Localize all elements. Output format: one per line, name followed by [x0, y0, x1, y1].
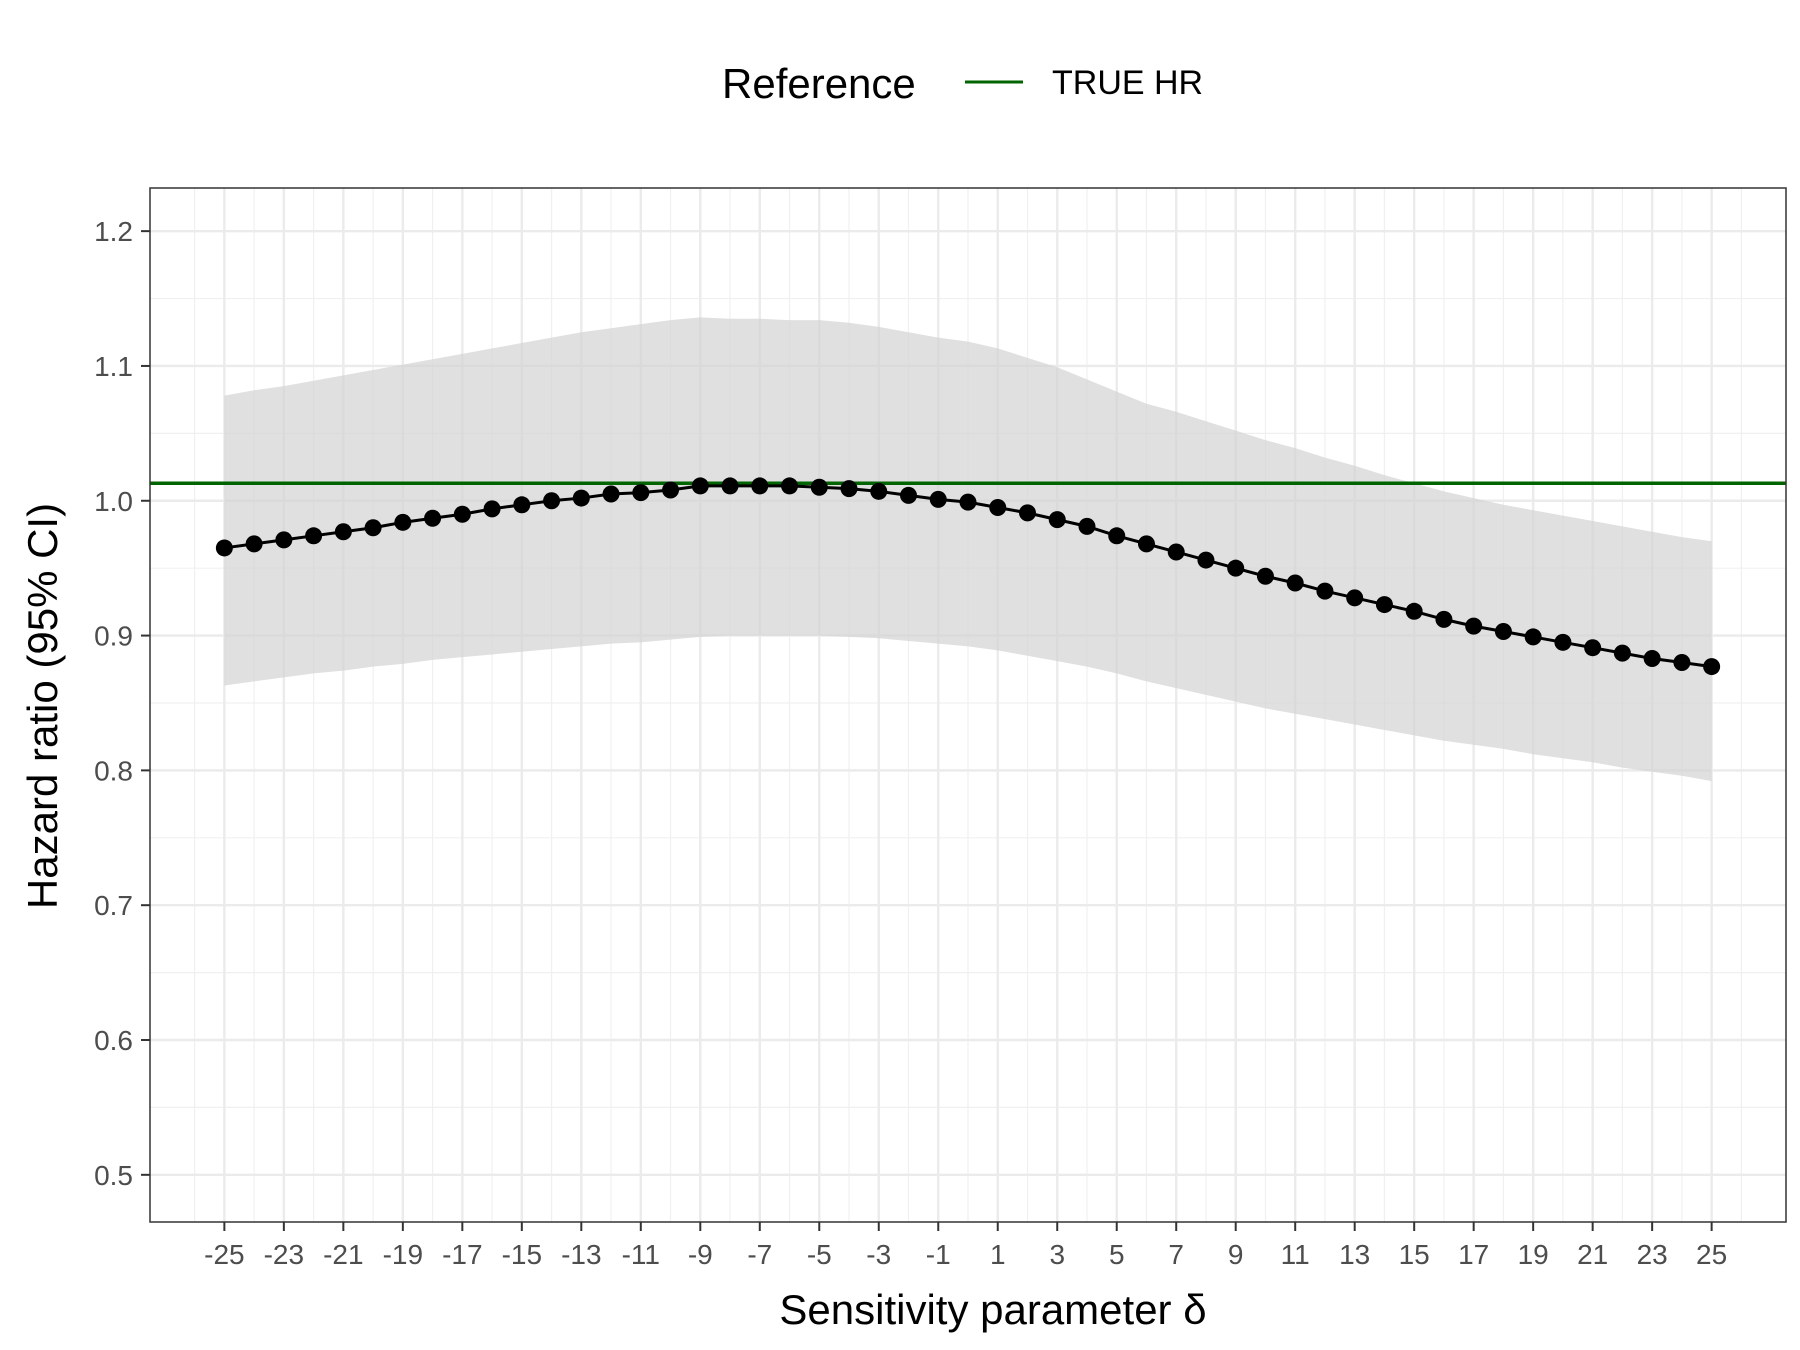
- legend-label-true-hr: TRUE HR: [1052, 64, 1203, 102]
- x-tick-label: 15: [1399, 1239, 1430, 1270]
- x-tick-label: -25: [204, 1239, 244, 1270]
- x-tick-label: -1: [926, 1239, 951, 1270]
- data-point: [751, 477, 769, 495]
- x-tick-label: 19: [1518, 1239, 1549, 1270]
- y-tick-label: 1.1: [94, 351, 133, 382]
- y-tick-label: 0.5: [94, 1160, 133, 1191]
- data-point: [215, 539, 233, 557]
- data-point: [424, 509, 442, 527]
- y-tick-label: 1.0: [94, 486, 133, 517]
- x-tick-label: -3: [866, 1239, 891, 1270]
- data-point: [1078, 517, 1096, 535]
- x-tick-label: 5: [1109, 1239, 1125, 1270]
- data-point: [632, 484, 650, 502]
- data-point: [1375, 596, 1393, 614]
- data-point: [543, 492, 561, 510]
- data-point: [1227, 559, 1245, 577]
- data-point: [245, 535, 263, 553]
- x-tick-label: -7: [747, 1239, 772, 1270]
- data-point: [989, 499, 1007, 517]
- x-tick-label: 7: [1168, 1239, 1184, 1270]
- data-point: [929, 490, 947, 508]
- y-tick-label: 1.2: [94, 216, 133, 247]
- data-point: [1703, 658, 1721, 676]
- data-point: [1167, 543, 1185, 561]
- y-tick-label: 0.6: [94, 1025, 133, 1056]
- x-tick-label: 25: [1696, 1239, 1727, 1270]
- panel-border: [149, 187, 1787, 1223]
- data-point: [1405, 602, 1423, 620]
- data-point: [513, 496, 531, 514]
- x-tick-label: -23: [264, 1239, 304, 1270]
- x-tick-label: -21: [323, 1239, 363, 1270]
- data-point: [1524, 628, 1542, 646]
- x-tick-label: -13: [561, 1239, 601, 1270]
- data-point: [1048, 511, 1066, 529]
- y-axis-title: Hazard ratio (95% CI): [19, 503, 66, 909]
- x-tick-label: 13: [1339, 1239, 1370, 1270]
- y-tick-label: 0.9: [94, 621, 133, 652]
- data-point: [1673, 654, 1691, 672]
- legend: Reference TRUE HR: [722, 60, 1203, 107]
- x-tick-label: -11: [622, 1239, 660, 1270]
- x-tick-label: 23: [1637, 1239, 1668, 1270]
- x-axis: -25 -23 -21 -19 -17 -15 -13 -11 -9 -7 -5 -3 -1 1 3 5 7 9 1…: [204, 1222, 1727, 1270]
- data-point: [840, 480, 858, 498]
- x-tick-label: -5: [807, 1239, 832, 1270]
- data-point: [900, 486, 918, 504]
- data-point: [364, 519, 382, 537]
- x-tick-label: 3: [1049, 1239, 1065, 1270]
- data-point: [275, 531, 293, 549]
- x-tick-label: 1: [990, 1239, 1006, 1270]
- data-point: [453, 505, 471, 523]
- data-point: [483, 500, 501, 518]
- y-tick-label: 0.8: [94, 755, 133, 786]
- data-point: [1108, 527, 1126, 545]
- y-tick-label: 0.7: [94, 890, 133, 921]
- data-point: [1346, 589, 1364, 607]
- data-point: [305, 527, 323, 545]
- data-point: [1584, 639, 1602, 657]
- data-point: [334, 523, 352, 541]
- data-point: [1197, 551, 1215, 569]
- confidence-band: [224, 317, 1712, 782]
- x-tick-label: -17: [442, 1239, 482, 1270]
- data-point: [602, 485, 620, 503]
- x-tick-label: 21: [1577, 1239, 1608, 1270]
- data-point: [781, 477, 799, 495]
- data-point: [810, 478, 828, 496]
- x-tick-label: -9: [688, 1239, 713, 1270]
- data-point: [1316, 582, 1334, 600]
- y-axis: 0.5 0.6 0.7 0.8 0.9 1.0 1.1 1.2: [94, 216, 150, 1191]
- data-point: [870, 482, 888, 500]
- data-point: [1256, 567, 1274, 585]
- data-point: [1018, 504, 1036, 522]
- x-tick-label: -19: [383, 1239, 423, 1270]
- data-point: [662, 481, 680, 499]
- data-point: [721, 477, 739, 495]
- data-point: [959, 493, 977, 511]
- data-point: [572, 489, 590, 507]
- data-point: [1643, 649, 1661, 667]
- plot-panel: [149, 187, 1787, 1223]
- x-tick-label: 11: [1281, 1239, 1310, 1270]
- data-point: [1435, 610, 1453, 628]
- data-point: [691, 477, 709, 495]
- data-point: [1554, 633, 1572, 651]
- data-point: [1613, 644, 1631, 662]
- data-point: [1137, 535, 1155, 553]
- x-tick-label: 9: [1228, 1239, 1244, 1270]
- data-point: [394, 513, 412, 531]
- estimate-points: [215, 477, 1721, 676]
- x-tick-label: 17: [1458, 1239, 1489, 1270]
- x-tick-label: -15: [502, 1239, 542, 1270]
- data-point: [1465, 617, 1483, 635]
- data-point: [1286, 574, 1304, 592]
- legend-title: Reference: [722, 60, 916, 107]
- x-axis-title: Sensitivity parameter δ: [779, 1286, 1206, 1333]
- data-point: [1494, 623, 1512, 641]
